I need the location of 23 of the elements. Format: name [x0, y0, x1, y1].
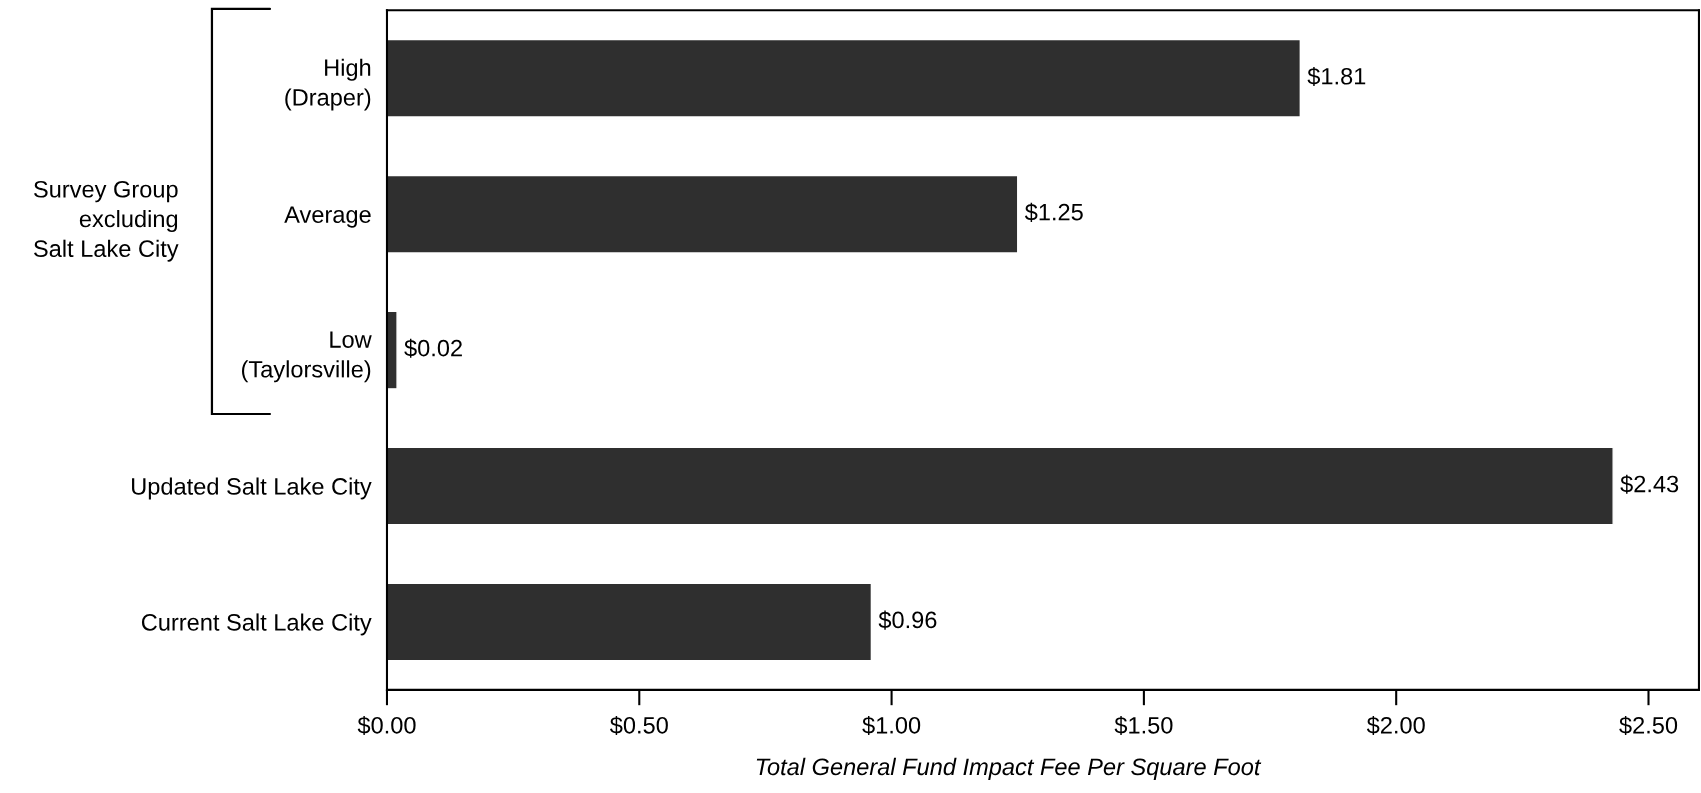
x-tick-label: $0.50 — [610, 715, 668, 736]
y-tick-label: Current Salt Lake City — [141, 613, 372, 636]
bar — [386, 582, 873, 662]
bar — [386, 310, 398, 390]
text: Survey Group excluding Salt Lake City — [34, 180, 179, 262]
y-tick-label: High (Draper) — [285, 58, 371, 111]
x-tick-label: $1.50 — [1114, 715, 1173, 736]
data-label: $1.81 — [1307, 66, 1366, 87]
bar — [386, 174, 1019, 254]
x-tick-label: $2.00 — [1366, 715, 1425, 736]
x-tick-label: $2.50 — [1619, 715, 1678, 736]
y-tick-label: Average — [284, 206, 371, 228]
data-label: $0.02 — [404, 338, 462, 358]
y-tick-label: Updated Salt Lake City — [132, 477, 372, 500]
bar — [386, 38, 1302, 118]
data-label: $2.43 — [1620, 474, 1679, 494]
x-tick-label: $0.00 — [357, 715, 416, 736]
x-axis-title: Total General Fund Impact Fee Per Square Foot — [756, 757, 1262, 780]
bar — [386, 446, 1614, 526]
data-label: $1.25 — [1024, 202, 1083, 222]
data-label: $0.96 — [878, 610, 937, 630]
x-tick-label: $1.00 — [862, 715, 921, 736]
y-tick-label: Low (Taylorsville) — [241, 331, 372, 383]
